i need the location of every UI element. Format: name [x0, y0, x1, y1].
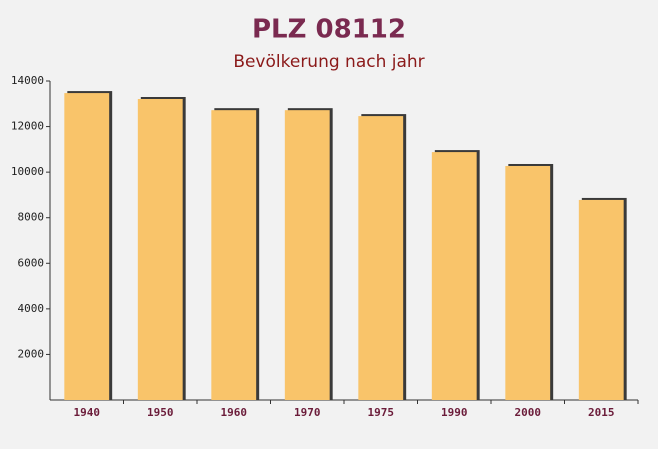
- y-tick-label: 8000: [18, 211, 45, 224]
- bar: [578, 199, 624, 400]
- y-tick-label: 12000: [11, 120, 44, 133]
- y-tick-label: 10000: [11, 165, 44, 178]
- x-tick-label: 1975: [368, 406, 395, 419]
- bar: [431, 152, 477, 400]
- x-tick-label: 1970: [294, 406, 321, 419]
- x-tick-label: 2000: [515, 406, 542, 419]
- bar: [284, 110, 330, 400]
- bar: [211, 110, 257, 400]
- x-tick-label: 1940: [74, 406, 101, 419]
- x-tick-label: 1990: [441, 406, 468, 419]
- y-tick-label: 4000: [18, 302, 45, 315]
- bar: [358, 116, 404, 400]
- x-tick-label: 1950: [147, 406, 174, 419]
- x-tick-label: 1960: [221, 406, 248, 419]
- bar: [505, 165, 551, 400]
- chart-title: PLZ 08112: [252, 15, 406, 45]
- plot-area: 2000 4000 6000 8000 10000 12000 14000 1940 1950 1…: [11, 74, 639, 419]
- y-tick-label: 2000: [18, 347, 45, 360]
- bar: [64, 93, 110, 401]
- y-tick-label: 6000: [18, 256, 45, 269]
- chart-subtitle: Bevölkerung nach jahr: [233, 52, 424, 72]
- x-tick-label: 2015: [588, 406, 615, 419]
- y-tick-label: 14000: [11, 74, 44, 87]
- bar: [137, 99, 183, 400]
